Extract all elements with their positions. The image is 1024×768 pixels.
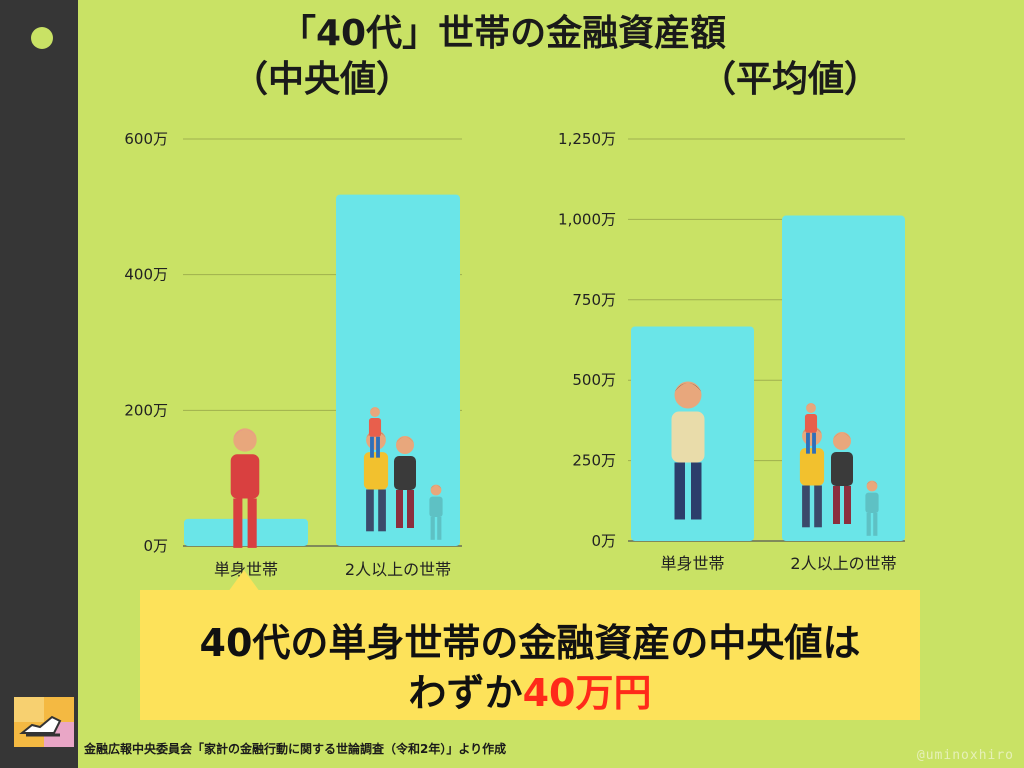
callout-line2: わずか40万円 <box>140 662 920 717</box>
illustration-child-shoulders <box>368 407 382 458</box>
y-tick-label: 200万 <box>124 401 168 419</box>
callout-line1: 40代の単身世帯の金融資産の中央値は <box>199 621 861 665</box>
illustration-mother <box>394 436 416 528</box>
leg <box>674 462 685 520</box>
leg <box>806 432 810 454</box>
head <box>430 484 442 496</box>
y-tick-label: 0万 <box>591 532 616 550</box>
leg <box>407 490 414 528</box>
logo-icon <box>14 697 74 747</box>
credit-handle: @uminoxhiro <box>916 748 1014 763</box>
callout-pointer <box>228 570 260 592</box>
torso <box>865 492 879 513</box>
hair <box>233 429 257 438</box>
head <box>866 480 878 492</box>
torso <box>363 452 389 490</box>
y-tick-label: 1,000万 <box>558 210 616 228</box>
torso <box>804 414 818 433</box>
leg <box>873 513 878 536</box>
subtitle-median: （中央値） <box>232 59 413 100</box>
illustration-single-person <box>230 428 260 548</box>
y-tick-label: 0万 <box>143 537 168 555</box>
y-tick-label: 500万 <box>572 371 616 389</box>
torso <box>230 454 260 499</box>
y-tick-label: 600万 <box>124 130 168 148</box>
leg <box>866 513 871 536</box>
leg <box>833 486 840 524</box>
torso <box>799 448 825 486</box>
callout-line2-prefix: わずか <box>408 671 523 715</box>
leg <box>802 485 810 528</box>
y-tick-label: 250万 <box>572 452 616 470</box>
head <box>396 436 414 454</box>
leg <box>396 490 403 528</box>
torso <box>368 418 382 437</box>
decorative-dot <box>31 27 53 49</box>
hair <box>833 433 851 439</box>
hair <box>396 437 414 443</box>
leg <box>233 498 243 548</box>
torso <box>429 496 443 517</box>
illustration-man <box>671 381 705 520</box>
leg <box>437 517 442 540</box>
leg <box>378 489 386 532</box>
category-label: 2人以上の世帯 <box>345 560 451 579</box>
leg <box>366 489 374 532</box>
torso <box>671 411 705 463</box>
callout-box: 40代の単身世帯の金融資産の中央値は わずか40万円 <box>140 590 920 720</box>
source-note: 金融広報中央委員会「家計の金融行動に関する世論調査（令和2年）」より作成 <box>84 742 507 756</box>
head <box>233 428 257 452</box>
category-label: 単身世帯 <box>660 554 724 573</box>
leg <box>430 517 435 540</box>
head <box>674 381 702 409</box>
leg <box>691 462 702 520</box>
leg <box>247 498 257 548</box>
illustration-mother-2 <box>831 432 853 524</box>
illustration-child-shoulders-2 <box>804 403 818 454</box>
y-tick-label: 1,250万 <box>558 130 616 148</box>
hair <box>674 383 702 392</box>
undefined <box>184 518 308 546</box>
torso <box>394 456 416 490</box>
y-tick-label: 400万 <box>124 266 168 284</box>
hair <box>430 485 442 489</box>
callout-highlight: 40万円 <box>522 671 652 715</box>
leg <box>376 436 380 458</box>
head <box>833 432 851 450</box>
hair <box>370 407 380 411</box>
y-tick-label: 750万 <box>572 291 616 309</box>
subtitle-mean: （平均値） <box>700 59 881 100</box>
hair <box>866 481 878 485</box>
head <box>370 407 380 417</box>
hair <box>806 403 816 407</box>
leg <box>370 436 374 458</box>
category-label: 2人以上の世帯 <box>790 554 896 573</box>
head <box>806 403 816 413</box>
leg <box>814 485 822 528</box>
leg <box>812 432 816 454</box>
undefined <box>782 215 905 541</box>
torso <box>831 452 853 486</box>
illustration-girl <box>429 484 443 540</box>
page-title: 「40代」世帯の金融資産額 <box>280 13 727 54</box>
leg <box>844 486 851 524</box>
sidebar <box>0 0 78 768</box>
illustration-girl-2 <box>865 480 879 536</box>
